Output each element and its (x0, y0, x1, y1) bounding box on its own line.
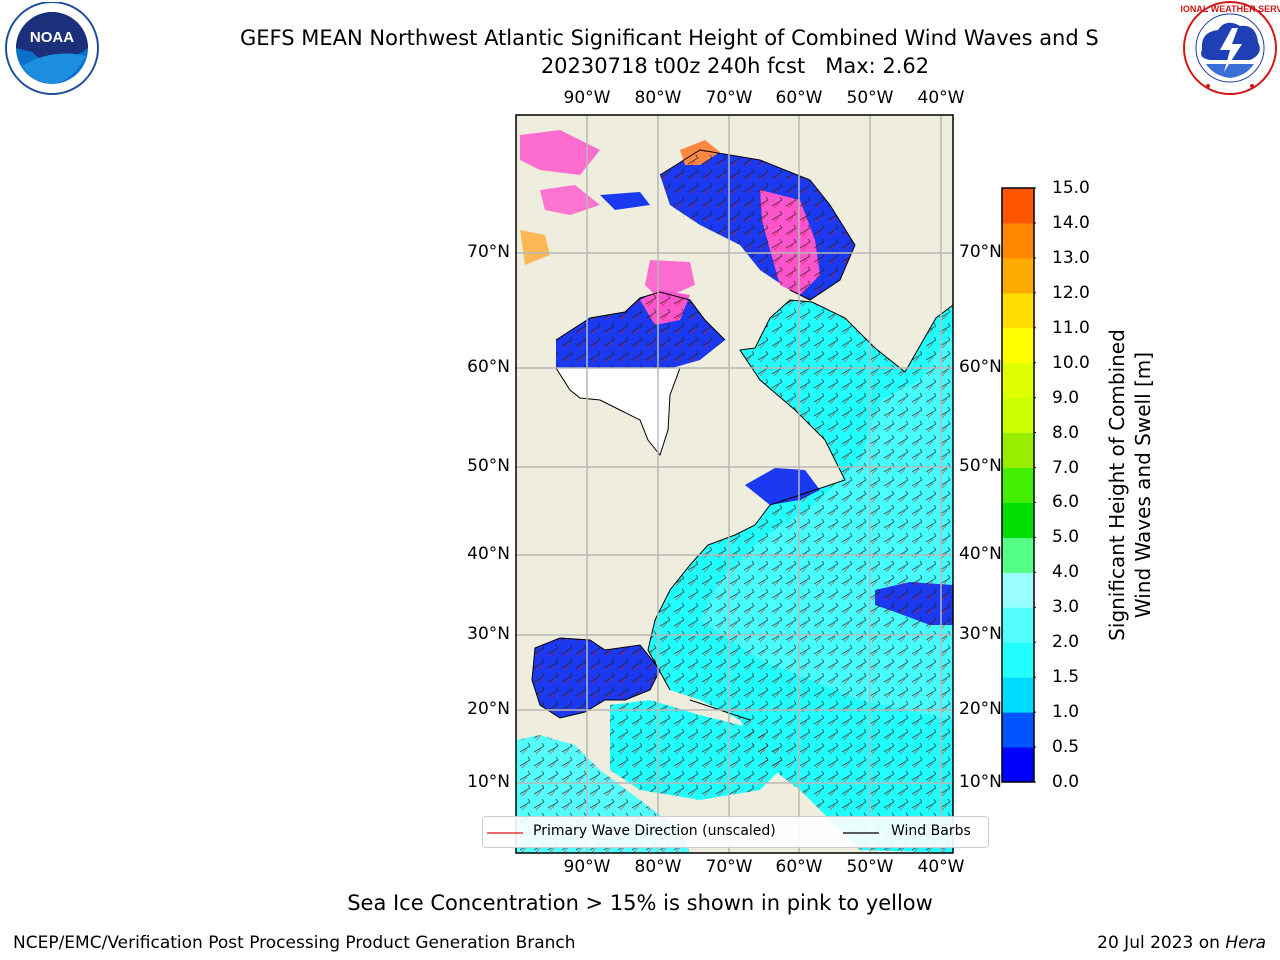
colorbar-tick-label: 13.0 (1052, 247, 1090, 268)
lon-label-top: 70°W (705, 88, 753, 108)
lat-label-left: 40°N (467, 544, 510, 564)
sea-ice-note: Sea Ice Concentration > 15% is shown in … (347, 891, 933, 915)
chart-subtitle: 20230718 t00z 240h fcst Max: 2.62 (540, 54, 930, 78)
no-data-region (555, 367, 681, 457)
land-background (516, 115, 953, 853)
wind-barbs-legend-label: Wind Barbs (891, 823, 971, 839)
lat-label-left: 70°N (467, 242, 510, 262)
colorbar-tick-label: 6.0 (1052, 492, 1080, 513)
lon-label-top: 40°W (917, 88, 965, 108)
wave-direction-legend-label: Primary Wave Direction (unscaled) (533, 823, 776, 839)
colorbar-segment (1002, 362, 1034, 399)
colorbar-tick-label: 5.0 (1052, 527, 1080, 548)
lon-label-top: 90°W (563, 88, 611, 108)
lat-label-left: 30°N (467, 624, 510, 644)
colorbar-segment (1002, 502, 1034, 538)
atlantic-mid-waves (700, 330, 953, 720)
colorbar-segment (1002, 712, 1034, 748)
colorbar-tick-label: 11.0 (1052, 317, 1090, 338)
colorbar-segment (1002, 747, 1034, 783)
colorbar-segment (1002, 257, 1034, 294)
colorbar-segment (1002, 467, 1034, 503)
colorbar (1001, 187, 1036, 783)
colorbar-tick-label: 4.0 (1052, 562, 1080, 583)
lon-label-bottom: 60°W (775, 857, 823, 877)
colorbar-title: Significant Height of Combined Wind Wave… (1105, 329, 1155, 641)
colorbar-tick-label: 9.0 (1052, 387, 1080, 408)
date-text: 20 Jul 2023 on (1097, 933, 1226, 953)
lat-label-right: 60°N (959, 357, 1002, 377)
wind-barbs-legend-line (843, 832, 879, 834)
colorbar-tick-label: 12.0 (1052, 282, 1090, 303)
colorbar-segment (1002, 607, 1034, 643)
colorbar-tick-label: 8.0 (1052, 422, 1080, 443)
colorbar-tick-label: 3.0 (1052, 597, 1080, 618)
colorbar-tick-label: 7.0 (1052, 457, 1080, 478)
colorbar-segment (1002, 642, 1034, 678)
lat-label-left: 50°N (467, 456, 510, 476)
nws-logo: NATIONAL WEATHER SERVICE (1180, 1, 1280, 95)
caribbean-sea (610, 700, 790, 800)
gulf-of-mexico (532, 638, 660, 718)
noaa-logo: NOAA (5, 2, 99, 95)
generation-date: 20 Jul 2023 on Hera (1097, 933, 1266, 953)
colorbar-frame (1001, 187, 1035, 783)
noaa-logo-text: NOAA (30, 29, 74, 46)
colorbar-segment (1002, 677, 1034, 713)
lat-label-right: 40°N (959, 544, 1002, 564)
colorbar-tick-label: 0.5 (1052, 737, 1080, 758)
lon-label-top: 50°W (846, 88, 894, 108)
producer-credit: NCEP/EMC/Verification Post Processing Pr… (13, 933, 576, 953)
lat-label-left: 60°N (467, 357, 510, 377)
lat-label-right: 50°N (959, 456, 1002, 476)
colorbar-tick-label: 1.5 (1052, 667, 1080, 688)
lon-label-bottom: 70°W (705, 857, 753, 877)
atlantic-ocean (648, 300, 953, 853)
lat-label-left: 10°N (467, 772, 510, 792)
colorbar-segment (1002, 327, 1034, 364)
colorbar-segment (1002, 537, 1034, 573)
colorbar-segment (1002, 397, 1034, 434)
lon-label-bottom: 50°W (846, 857, 894, 877)
lat-label-left: 20°N (467, 699, 510, 719)
colorbar-segment (1002, 432, 1034, 469)
baffin-ice-orange (680, 140, 720, 165)
colorbar-tick-label: 1.0 (1052, 702, 1080, 723)
colorbar-segment (1002, 188, 1034, 224)
atlantic-low-wave-patch (875, 582, 953, 625)
hudson-bay-ice (640, 290, 690, 325)
lat-label-right: 20°N (959, 699, 1002, 719)
colorbar-tick-label: 15.0 (1052, 178, 1090, 198)
wave-direction-legend-line (487, 832, 523, 834)
chart-title: GEFS MEAN Northwest Atlantic Significant… (240, 26, 1099, 50)
colorbar-tick-label: 2.0 (1052, 632, 1080, 653)
map-frame (515, 114, 954, 854)
lon-label-top: 60°W (775, 88, 823, 108)
lon-label-bottom: 90°W (563, 857, 611, 877)
lat-label-right: 70°N (959, 242, 1002, 262)
nws-logo-text: NATIONAL WEATHER SERVICE (1180, 4, 1280, 14)
gulf-of-st-lawrence (745, 468, 820, 505)
lon-label-top: 80°W (634, 88, 682, 108)
lon-label-bottom: 40°W (917, 857, 965, 877)
lon-label-bottom: 80°W (634, 857, 682, 877)
colorbar-segment (1002, 572, 1034, 608)
colorbar-segment (1002, 292, 1034, 329)
colorbar-tick-label: 10.0 (1052, 352, 1090, 373)
hudson-bay (556, 292, 725, 368)
lat-label-right: 30°N (959, 624, 1002, 644)
baffin-bay (660, 150, 855, 300)
lat-label-right: 10°N (959, 772, 1002, 792)
baffin-bay-ice (760, 190, 820, 295)
colorbar-tick-label: 0.0 (1052, 772, 1080, 792)
map-legend: Primary Wave Direction (unscaled) Wind B… (482, 816, 989, 848)
colorbar-tick-label: 14.0 (1052, 212, 1090, 233)
machine-name: Hera (1225, 933, 1266, 953)
colorbar-segment (1002, 222, 1034, 259)
